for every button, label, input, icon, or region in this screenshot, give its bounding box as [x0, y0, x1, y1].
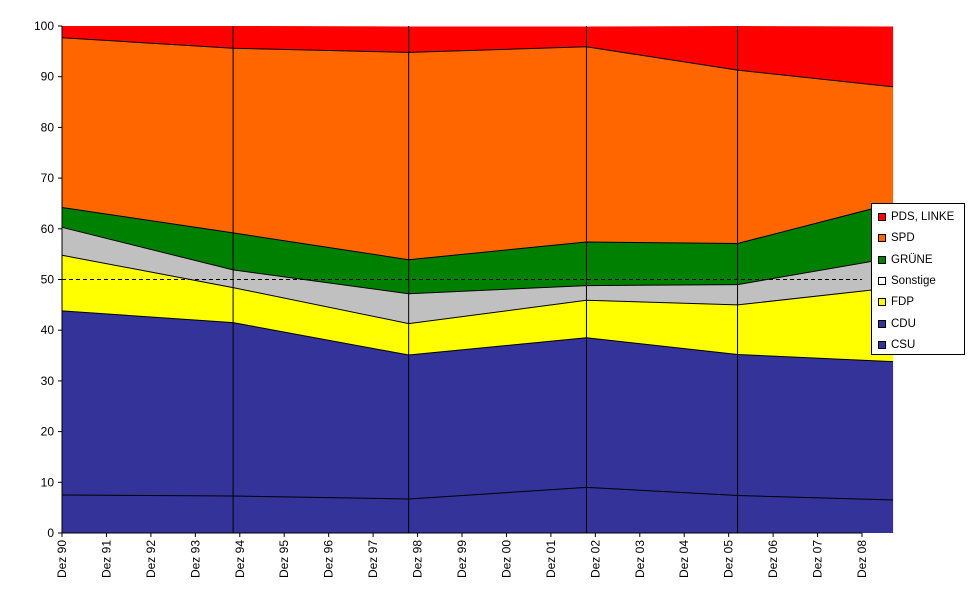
area-cdu	[62, 310, 894, 500]
boundary-fdp	[61, 254, 894, 325]
legend-label: GRÜNE	[891, 253, 933, 266]
legend-swatch	[878, 298, 886, 307]
legend-swatch	[878, 213, 886, 221]
x-tick-label: Dez 93	[188, 540, 202, 578]
series-boundary-lines	[61, 37, 894, 501]
y-tick-label: 50	[41, 273, 55, 287]
x-tick-label: Dez 90	[55, 540, 69, 578]
x-tick-label: Dez 95	[277, 540, 291, 578]
x-tick-label: Dez 03	[633, 540, 647, 578]
x-tick-label: Dez 99	[455, 540, 469, 578]
x-tick-label: Dez 98	[411, 540, 425, 578]
y-tick-label: 60	[41, 222, 55, 236]
y-tick-label: 30	[41, 374, 55, 388]
legend-swatch	[878, 340, 886, 349]
area-pds-linke	[62, 26, 894, 87]
area-spd	[62, 37, 894, 260]
x-tick-label: Dez 06	[766, 540, 780, 578]
legend-swatch	[878, 276, 886, 285]
y-tick-label: 40	[41, 323, 55, 337]
x-tick-label: Dez 92	[144, 540, 158, 578]
boundary-sonstige	[61, 226, 894, 295]
area-fdp	[62, 255, 894, 362]
area-csu	[62, 487, 894, 533]
area-gr-ne	[62, 203, 894, 294]
legend-label: CSU	[891, 338, 916, 351]
legend-swatch	[878, 234, 886, 243]
boundary-spd	[61, 37, 894, 88]
y-tick-label: 0	[47, 526, 54, 540]
legend-label: CDU	[891, 317, 916, 330]
y-tick-label: 10	[41, 475, 55, 489]
y-tick-label: 70	[41, 171, 55, 185]
legend-label: Sonstige	[891, 274, 936, 287]
x-tick-label: Dez 94	[233, 540, 247, 578]
x-tick-label: Dez 02	[588, 540, 602, 578]
legend-swatch	[878, 319, 886, 328]
x-tick-label: Dez 04	[677, 540, 691, 578]
boundary-csu	[61, 486, 894, 501]
y-tick-label: 80	[41, 120, 55, 134]
axes-group	[58, 25, 863, 537]
x-tick-label: Dez 97	[366, 540, 380, 578]
area-sonstige	[62, 227, 894, 324]
x-tick-label: Dez 00	[499, 540, 513, 578]
y-tick-label: 20	[41, 425, 55, 439]
legend-label: SPD	[891, 232, 915, 245]
x-tick-label: Dez 91	[99, 540, 113, 578]
y-tick-labels: 0 10 20 30 40 50 60 70 80 90 100	[34, 19, 54, 540]
x-tick-label: Dez 01	[544, 540, 558, 578]
boundary-gr-ne	[61, 202, 894, 261]
legend-label: FDP	[891, 296, 914, 309]
x-tick-label: Dez 96	[322, 540, 336, 578]
x-tick-label: Dez 07	[811, 540, 825, 578]
y-tick-label: 100	[34, 19, 54, 33]
legend: PDS, LINKE SPD GRÜNE Sonstige FDP CDU CSU	[871, 203, 965, 355]
x-tick-labels: Dez 90 Dez 91 Dez 92 Dez 93 Dez 94 Dez 95 Dez …	[55, 540, 869, 578]
y-tick-label: 90	[41, 70, 55, 84]
x-tick-label: Dez 08	[855, 540, 869, 578]
area-series-group	[62, 26, 894, 533]
boundary-cdu	[61, 310, 894, 363]
x-tick-label: Dez 05	[722, 540, 736, 578]
legend-swatch	[878, 255, 886, 264]
legend-label: PDS, LINKE	[891, 211, 955, 223]
